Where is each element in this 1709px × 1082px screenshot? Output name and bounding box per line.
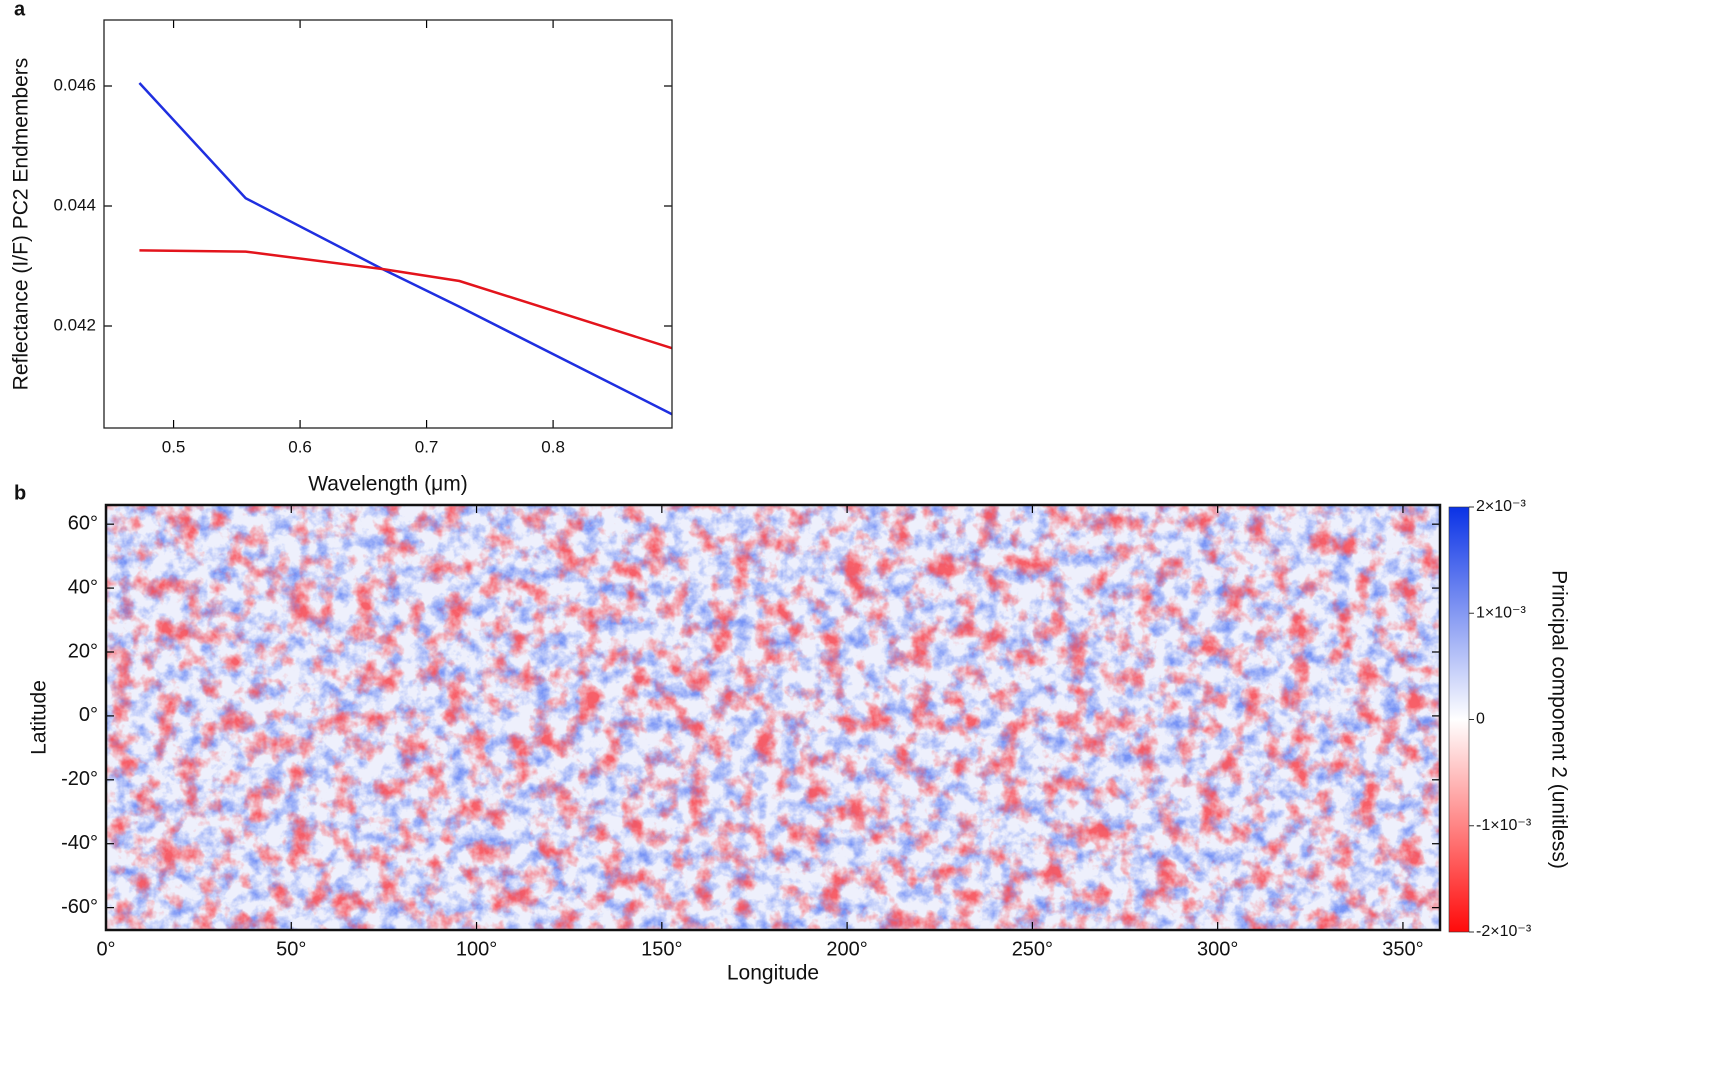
colorbar-tick-label: -1×10⁻³ <box>1476 817 1532 834</box>
y-tick-label: 60° <box>68 512 98 534</box>
x-tick-label: 0° <box>96 938 115 960</box>
map-image <box>106 505 1440 930</box>
x-tick-label: 100° <box>456 938 497 960</box>
panel-label: a <box>14 0 26 20</box>
colorbar-tick-label: 0 <box>1476 711 1485 728</box>
colorbar-tick-label: 2×10⁻³ <box>1476 498 1526 515</box>
x-tick-label: 350° <box>1382 938 1423 960</box>
x-tick-label: 0.5 <box>162 437 186 456</box>
x-tick-label: 150° <box>641 938 682 960</box>
x-tick-label: 0.7 <box>415 437 439 456</box>
x-tick-label: 0.8 <box>541 437 565 456</box>
plot-frame <box>103 19 673 429</box>
colorbar-tick-label: 1×10⁻³ <box>1476 604 1526 621</box>
colorbar <box>1448 506 1470 933</box>
colorbar-tick-label: -2×10⁻³ <box>1476 923 1532 940</box>
y-tick-label: -20° <box>61 768 98 790</box>
plot-frame <box>104 503 1442 932</box>
x-axis-label: Wavelength (μm) <box>308 473 468 496</box>
x-tick-label: 300° <box>1197 938 1238 960</box>
x-tick-label: 50° <box>276 938 306 960</box>
y-tick-label: -40° <box>61 832 98 854</box>
x-tick-label: 200° <box>826 938 867 960</box>
y-tick-label: 0.042 <box>53 315 96 334</box>
y-tick-label: 0° <box>79 704 98 726</box>
y-axis-label: Reflectance (I/F) PC2 Endmembers <box>10 58 33 391</box>
series-line <box>139 249 673 350</box>
x-tick-label: 0.6 <box>288 437 312 456</box>
y-tick-label: -60° <box>61 896 98 918</box>
x-axis-label: Longitude <box>727 962 819 985</box>
x-tick-label: 250° <box>1012 938 1053 960</box>
y-tick-label: 20° <box>68 640 98 662</box>
y-tick-label: 0.044 <box>53 195 96 214</box>
colorbar-label: Principal component 2 (unitless) <box>1547 570 1570 869</box>
y-axis-label: Latitude <box>28 680 51 755</box>
y-tick-label: 0.046 <box>53 75 96 94</box>
series-line <box>138 82 673 416</box>
y-tick-label: 40° <box>68 576 98 598</box>
panel-label: b <box>14 482 26 504</box>
